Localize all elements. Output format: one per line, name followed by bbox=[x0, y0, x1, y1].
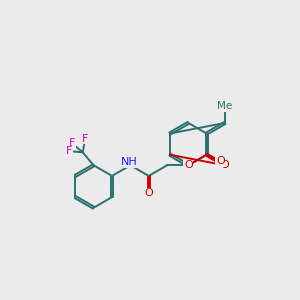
Text: O: O bbox=[216, 156, 225, 166]
Text: O: O bbox=[220, 160, 230, 170]
Text: F: F bbox=[66, 146, 72, 156]
Text: F: F bbox=[69, 139, 75, 148]
Text: O: O bbox=[184, 160, 193, 170]
Text: O: O bbox=[144, 188, 153, 198]
Text: NH: NH bbox=[121, 158, 137, 167]
Text: Me: Me bbox=[218, 101, 232, 111]
Text: F: F bbox=[82, 134, 88, 144]
